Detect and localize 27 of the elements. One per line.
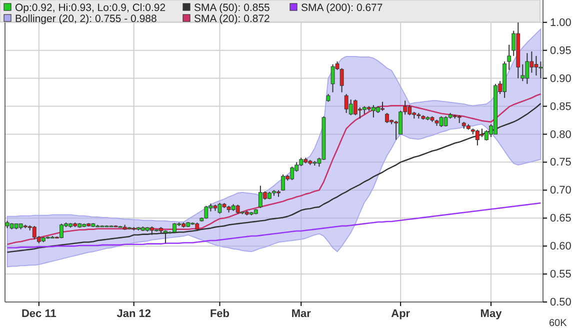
candlestick	[507, 44, 512, 70]
x-tick-label: Dec 11	[21, 308, 56, 320]
legend-label: SMA (200): 0.677	[301, 2, 383, 14]
y-tick-label: 0.60	[550, 240, 572, 253]
legend-label: Op:0.92, Hi:0.93, Lo:0.9, Cl:0.92	[15, 2, 166, 14]
y-tick-label: 0.75	[550, 156, 572, 169]
x-tick-label: Feb	[210, 308, 230, 320]
x-tick-label: Mar	[291, 308, 312, 320]
y-tick-label: 0.55	[550, 268, 572, 281]
y-tick-label: 0.80	[550, 128, 572, 141]
line-series	[6, 202, 542, 248]
y-tick-label: 0.90	[550, 72, 572, 85]
candlestick	[520, 64, 525, 82]
y-tick-label: 0.65	[550, 212, 572, 225]
text: 60K	[549, 318, 568, 329]
x-tick-label: May	[480, 308, 503, 320]
legend-label: SMA (20): 0.872	[194, 13, 270, 25]
candlestick	[340, 68, 344, 93]
x-tick-label: Apr	[391, 308, 411, 320]
y-tick-label: 1.00	[550, 16, 572, 29]
y-tick-label: 0.95	[550, 44, 572, 57]
y-tick-label: 0.50	[550, 296, 572, 309]
y-tick-label: 0.85	[550, 100, 572, 113]
legend-label: Bollinger (20, 2): 0.755 - 0.988	[15, 13, 157, 25]
y-tick-label: 0.70	[550, 184, 572, 197]
legend-label: SMA (50): 0.855	[194, 2, 270, 14]
x-tick-label: Jan 12	[116, 308, 151, 320]
